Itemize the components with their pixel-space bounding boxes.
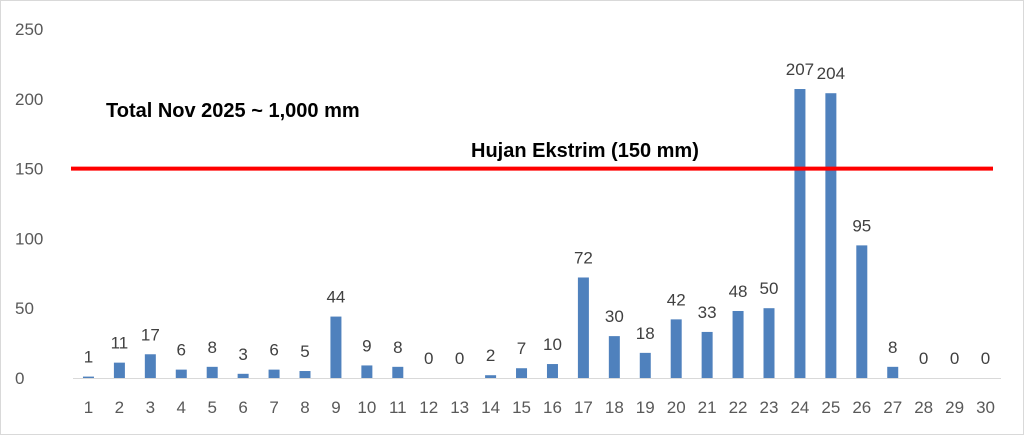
y-tick-label: 250: [15, 20, 43, 39]
bar: [392, 366, 404, 378]
bar: [82, 376, 94, 378]
x-tick-label: 27: [883, 398, 902, 417]
y-tick-label: 200: [15, 90, 43, 109]
y-tick-label: 0: [15, 369, 24, 388]
x-tick-label: 9: [331, 398, 340, 417]
bar: [887, 366, 899, 378]
data-label: 0: [950, 349, 959, 368]
x-tick-label: 20: [667, 398, 686, 417]
x-tick-label: 17: [574, 398, 593, 417]
bar: [206, 366, 218, 378]
data-label: 7: [517, 339, 526, 358]
bar: [485, 375, 497, 378]
data-label: 5: [300, 342, 309, 361]
bar: [516, 368, 528, 378]
x-tick-label: 22: [729, 398, 748, 417]
bar: [608, 336, 620, 378]
y-tick-label: 50: [15, 299, 34, 318]
data-label: 48: [729, 282, 748, 301]
x-tick-label: 23: [760, 398, 779, 417]
y-tick-label: 150: [15, 160, 43, 179]
bar: [577, 277, 589, 378]
x-tick-label: 12: [419, 398, 438, 417]
data-label: 44: [326, 288, 345, 307]
x-tick-label: 30: [976, 398, 995, 417]
bar: [299, 371, 311, 378]
data-label: 30: [605, 307, 624, 326]
data-label: 8: [888, 338, 897, 357]
x-tick-label: 4: [177, 398, 186, 417]
bar: [639, 352, 651, 378]
bar: [732, 310, 744, 378]
x-tick-label: 18: [605, 398, 624, 417]
bar: [794, 89, 806, 378]
x-tick-label: 3: [146, 398, 155, 417]
bar: [763, 308, 775, 378]
bar: [113, 362, 125, 378]
bar: [546, 364, 558, 378]
x-tick-label: 13: [450, 398, 469, 417]
x-tick-label: 25: [821, 398, 840, 417]
x-tick-label: 19: [636, 398, 655, 417]
data-label: 1: [84, 348, 93, 367]
data-label: 204: [817, 64, 845, 83]
data-label: 0: [919, 349, 928, 368]
reference-line-label: Hujan Ekstrim (150 mm): [471, 140, 699, 162]
bars: [82, 89, 899, 378]
x-tick-label: 10: [357, 398, 376, 417]
bar: [825, 93, 837, 378]
x-tick-label: 11: [389, 398, 407, 417]
data-label: 95: [852, 216, 871, 235]
bar: [670, 319, 682, 378]
x-tick-label: 1: [84, 398, 93, 417]
data-label: 42: [667, 290, 686, 309]
bar: [330, 316, 342, 378]
data-label: 10: [543, 335, 562, 354]
x-tick-label: 16: [543, 398, 562, 417]
data-label: 3: [238, 345, 247, 364]
x-tick-label: 21: [698, 398, 717, 417]
data-label: 50: [760, 279, 779, 298]
data-label: 17: [141, 325, 160, 344]
x-tick-label: 14: [481, 398, 500, 417]
bar: [701, 331, 713, 378]
bar: [175, 369, 187, 378]
bar: [361, 365, 373, 378]
data-label: 6: [269, 341, 278, 360]
x-tick-label: 8: [300, 398, 309, 417]
total-annotation: Total Nov 2025 ~ 1,000 mm: [106, 100, 360, 122]
x-tick-label: 26: [852, 398, 871, 417]
x-tick-label: 15: [512, 398, 531, 417]
x-tick-label: 24: [790, 398, 809, 417]
data-label: 72: [574, 248, 593, 267]
x-tick-label: 2: [115, 398, 124, 417]
y-tick-label: 100: [15, 229, 43, 248]
x-tick-label: 29: [945, 398, 964, 417]
x-tick-label: 6: [238, 398, 247, 417]
data-label: 9: [362, 336, 371, 355]
data-label: 0: [455, 349, 464, 368]
data-label: 207: [786, 60, 814, 79]
data-label: 6: [177, 341, 186, 360]
bar: [144, 354, 156, 378]
data-label: 8: [207, 338, 216, 357]
data-label: 0: [424, 349, 433, 368]
bar: [237, 373, 249, 378]
data-label: 2: [486, 346, 495, 365]
x-tick-label: 5: [207, 398, 216, 417]
x-axis-ticks: 1 2 3 4 5 6 7 8 9 10 11 12 13 14 15 16 17 18 19 20 21 22 23 24 2…: [84, 398, 995, 417]
data-label: 18: [636, 324, 655, 343]
data-label: 33: [698, 303, 717, 322]
data-label: 0: [981, 349, 990, 368]
x-tick-label: 7: [269, 398, 278, 417]
bar: [268, 369, 280, 378]
bar: [856, 245, 868, 378]
y-axis-ticks: 0 50 100 150 200 250: [15, 20, 43, 388]
data-label: 11: [111, 334, 129, 353]
x-tick-label: 28: [914, 398, 933, 417]
data-label: 8: [393, 338, 402, 357]
